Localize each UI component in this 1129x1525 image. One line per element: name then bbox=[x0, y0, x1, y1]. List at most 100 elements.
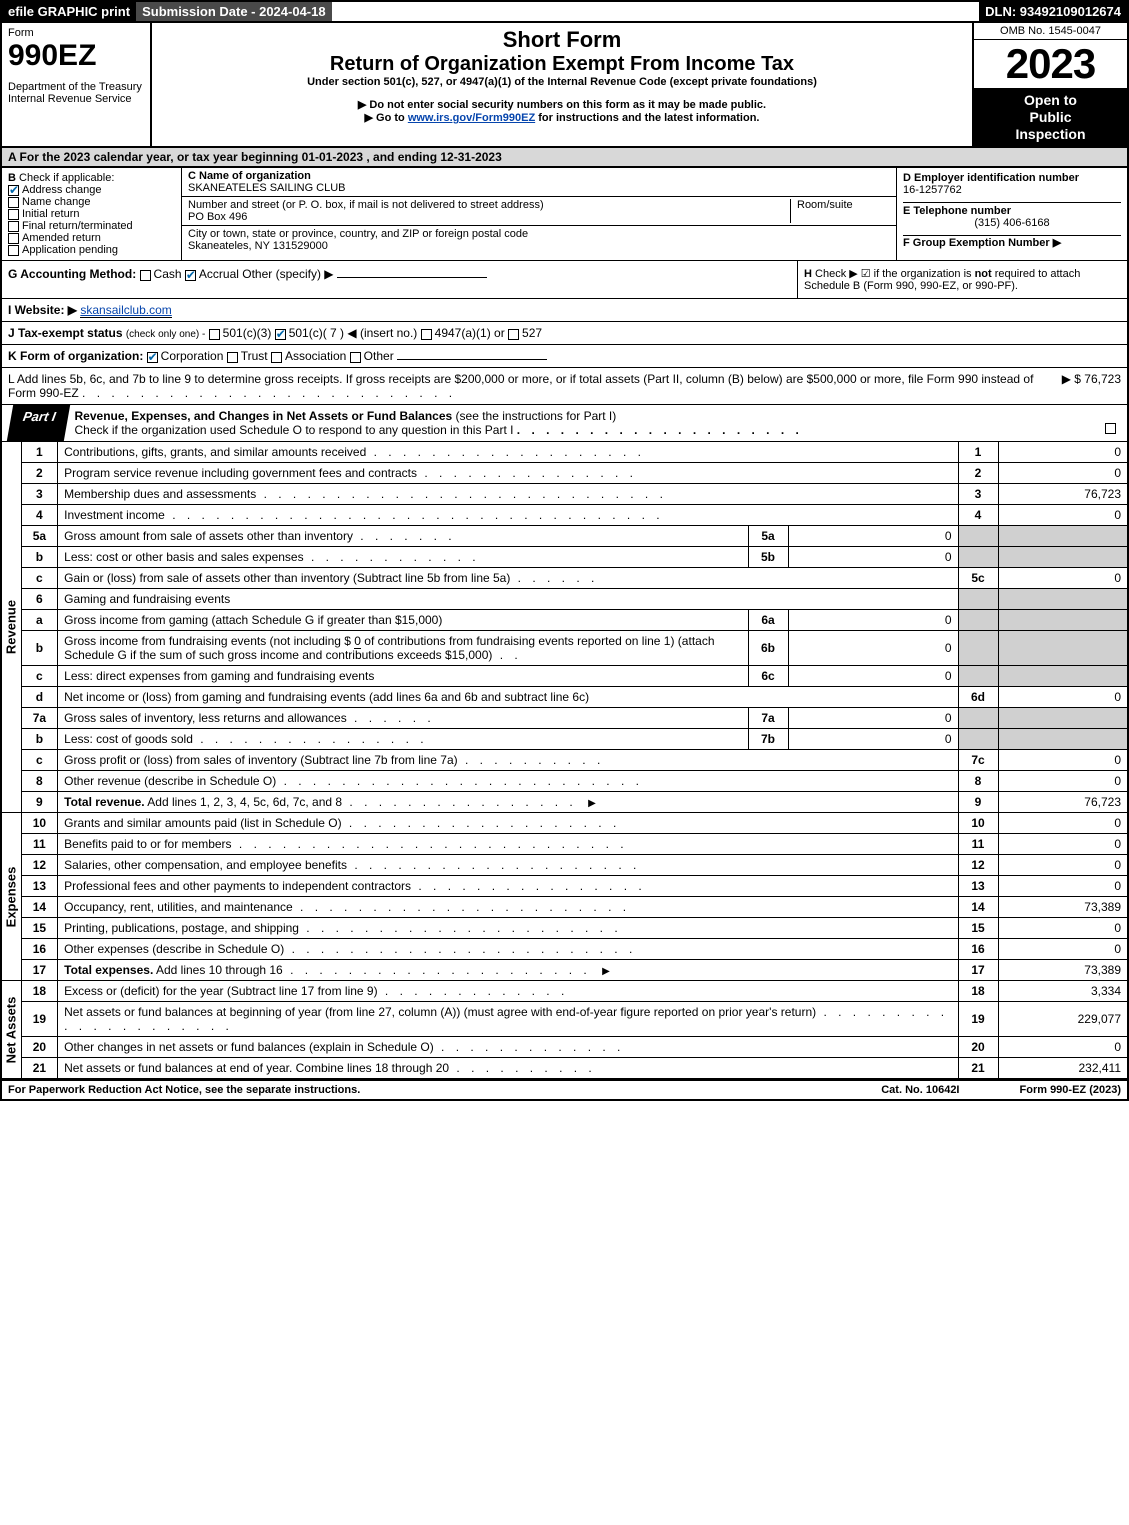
i-label: I Website: ▶ bbox=[8, 303, 77, 317]
line-8: 8Other revenue (describe in Schedule O) … bbox=[22, 771, 1128, 792]
line-1-desc: Contributions, gifts, grants, and simila… bbox=[64, 445, 366, 459]
checkbox-amended-return[interactable] bbox=[8, 233, 19, 244]
line-3: 3Membership dues and assessments . . . .… bbox=[22, 484, 1128, 505]
tax-year: 2023 bbox=[974, 40, 1127, 88]
k-label: K Form of organization: bbox=[8, 349, 143, 363]
line-4: 4Investment income . . . . . . . . . . .… bbox=[22, 505, 1128, 526]
j-opt4: 527 bbox=[522, 326, 542, 340]
line-6d: dNet income or (loss) from gaming and fu… bbox=[22, 687, 1128, 708]
header-left: Form 990EZ Department of the Treasury In… bbox=[2, 23, 152, 146]
note-goto-pre: ▶ Go to bbox=[365, 112, 408, 124]
checkbox-application-pending[interactable] bbox=[8, 245, 19, 256]
col-c: C Name of organization SKANEATELES SAILI… bbox=[182, 168, 897, 260]
line-5b: bLess: cost or other basis and sales exp… bbox=[22, 547, 1128, 568]
b-opt0-label: Address change bbox=[22, 184, 102, 196]
col-def: D Employer identification number 16-1257… bbox=[897, 168, 1127, 260]
line-13: 13Professional fees and other payments t… bbox=[22, 876, 1128, 897]
checkbox-527[interactable] bbox=[508, 329, 519, 340]
b-opt-1: Name change bbox=[8, 196, 175, 208]
e-row: E Telephone number (315) 406-6168 bbox=[903, 203, 1121, 236]
line-12: 12Salaries, other compensation, and empl… bbox=[22, 855, 1128, 876]
checkbox-4947[interactable] bbox=[421, 329, 432, 340]
line-9: 9Total revenue. Add lines 1, 2, 3, 4, 5c… bbox=[22, 792, 1128, 813]
dept-irs: Internal Revenue Service bbox=[8, 93, 144, 105]
row-i: I Website: ▶ skansailclub.com bbox=[0, 299, 1129, 322]
revenue-table: 1 Contributions, gifts, grants, and simil… bbox=[22, 442, 1129, 813]
checkbox-accrual[interactable] bbox=[185, 270, 196, 281]
arrow-icon bbox=[598, 963, 610, 977]
j-opt2: 501(c)( 7 ) ◀ (insert no.) bbox=[289, 326, 418, 340]
line-1: 1 Contributions, gifts, grants, and simil… bbox=[22, 442, 1128, 463]
website-link[interactable]: skansailclub.com bbox=[80, 303, 171, 318]
j-opt3: 4947(a)(1) or bbox=[435, 326, 505, 340]
revenue-tab: Revenue bbox=[0, 442, 22, 813]
room-label: Room/suite bbox=[797, 199, 853, 211]
line-6: 6Gaming and fundraising events bbox=[22, 589, 1128, 610]
k-other-input[interactable] bbox=[397, 359, 547, 360]
part-i-checkline: Check if the organization used Schedule … bbox=[75, 423, 514, 437]
checkbox-initial-return[interactable] bbox=[8, 209, 19, 220]
b-opt-5: Application pending bbox=[8, 244, 175, 256]
row-gh: G Accounting Method: Cash Accrual Other … bbox=[0, 261, 1129, 299]
part-i-dots: . . . . . . . . . . . . . . . . . . . . bbox=[517, 423, 803, 437]
inspection-badge: Open to Public Inspection bbox=[974, 88, 1127, 146]
checkbox-cash[interactable] bbox=[140, 270, 151, 281]
note-goto-post: for instructions and the latest informat… bbox=[535, 112, 759, 124]
footer-mid: Cat. No. 10642I bbox=[881, 1084, 959, 1096]
checkbox-trust[interactable] bbox=[227, 352, 238, 363]
efile-label: efile GRAPHIC print bbox=[2, 2, 136, 21]
irs-link[interactable]: www.irs.gov/Form990EZ bbox=[408, 112, 535, 124]
b-opt3-label: Final return/terminated bbox=[22, 220, 133, 232]
form-number: 990EZ bbox=[8, 39, 144, 73]
f-label: F Group Exemption Number ▶ bbox=[903, 237, 1061, 249]
top-bar-spacer bbox=[332, 2, 980, 21]
c-street-label: Number and street (or P. O. box, if mail… bbox=[188, 199, 544, 211]
checkbox-association[interactable] bbox=[271, 352, 282, 363]
col-b: B Check if applicable: Address change Na… bbox=[2, 168, 182, 260]
j-note: (check only one) - bbox=[126, 329, 205, 340]
k-opt1: Trust bbox=[241, 349, 268, 363]
checkbox-address-change[interactable] bbox=[8, 185, 19, 196]
line-20: 20Other changes in net assets or fund ba… bbox=[22, 1037, 1128, 1058]
part-i-header: Part I Revenue, Expenses, and Changes in… bbox=[0, 405, 1129, 442]
checkbox-corporation[interactable] bbox=[147, 352, 158, 363]
line-1-num: 1 bbox=[22, 442, 58, 463]
line-1-rnum: 1 bbox=[958, 442, 998, 463]
line-11: 11Benefits paid to or for members . . . … bbox=[22, 834, 1128, 855]
h-section: H Check ▶ ☑ if the organization is not r… bbox=[797, 261, 1127, 298]
note-goto: ▶ Go to www.irs.gov/Form990EZ for instru… bbox=[156, 111, 968, 124]
org-street: PO Box 496 bbox=[188, 211, 247, 223]
header-right: OMB No. 1545-0047 2023 Open to Public In… bbox=[972, 23, 1127, 146]
checkbox-501c3[interactable] bbox=[209, 329, 220, 340]
line-6b: bGross income from fundraising events (n… bbox=[22, 631, 1128, 666]
g-other-input[interactable] bbox=[337, 277, 487, 278]
l-value: 76,723 bbox=[1084, 372, 1121, 386]
b-opt5-label: Application pending bbox=[22, 244, 118, 256]
h-text: Check ▶ ☑ if the organization is bbox=[815, 268, 975, 280]
subtitle: Under section 501(c), 527, or 4947(a)(1)… bbox=[156, 76, 968, 88]
line-7c: cGross profit or (loss) from sales of in… bbox=[22, 750, 1128, 771]
form-word: Form bbox=[8, 27, 144, 39]
checkbox-schedule-o[interactable] bbox=[1105, 423, 1116, 434]
b-opt1-label: Name change bbox=[22, 196, 91, 208]
expenses-label: Expenses bbox=[4, 867, 19, 928]
org-name: SKANEATELES SAILING CLUB bbox=[188, 182, 346, 194]
line-7a: 7aGross sales of inventory, less returns… bbox=[22, 708, 1128, 729]
checkbox-name-change[interactable] bbox=[8, 197, 19, 208]
checkbox-final-return[interactable] bbox=[8, 221, 19, 232]
form-header: Form 990EZ Department of the Treasury In… bbox=[0, 23, 1129, 148]
dept-treasury: Department of the Treasury bbox=[8, 81, 144, 93]
b-opt-4: Amended return bbox=[8, 232, 175, 244]
g-label: G Accounting Method: bbox=[8, 267, 136, 281]
line-10: 10Grants and similar amounts paid (list … bbox=[22, 813, 1128, 834]
checkbox-501c[interactable] bbox=[275, 329, 286, 340]
footer-right-pre: Form bbox=[1020, 1084, 1051, 1096]
c-name-label: C Name of organization bbox=[188, 170, 311, 182]
row-k: K Form of organization: Corporation Trus… bbox=[0, 345, 1129, 368]
checkbox-other-org[interactable] bbox=[350, 352, 361, 363]
line-17: 17Total expenses. Add lines 10 through 1… bbox=[22, 960, 1128, 981]
k-opt2: Association bbox=[285, 349, 346, 363]
b-opt2-label: Initial return bbox=[22, 208, 79, 220]
e-label: E Telephone number bbox=[903, 205, 1011, 217]
line-6a: aGross income from gaming (attach Schedu… bbox=[22, 610, 1128, 631]
